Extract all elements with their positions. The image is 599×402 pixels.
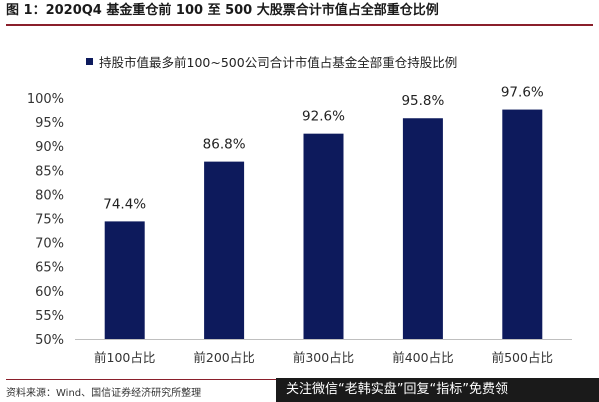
legend-label: 持股市值最多前100~500公司合计市值占基金全部重仓持股比例 [99,54,458,70]
data-label: 97.6% [501,85,544,101]
data-label: 95.8% [401,93,444,109]
bar [204,161,245,339]
y-tick-label: 50% [35,333,64,348]
x-tick-label: 前500占比 [492,350,553,365]
chart-legend: 持股市值最多前100~500公司合计市值占基金全部重仓持股比例 [86,53,458,70]
x-tick-label: 前100占比 [94,350,155,365]
data-label: 86.8% [203,137,246,153]
y-tick-label: 85% [35,164,64,179]
legend-swatch [86,57,93,65]
x-tick-label: 前300占比 [293,350,354,365]
y-tick-label: 75% [35,213,64,228]
bar [104,221,145,339]
data-label: 74.4% [103,196,146,212]
y-tick-label: 60% [35,285,64,300]
y-tick-label: 65% [35,261,64,276]
data-label: 92.6% [302,109,345,125]
y-tick-label: 100% [27,92,64,107]
source-note: 资料来源：Wind、国信证券经济研究所整理 [6,388,202,399]
figure-title: 图 1：2020Q4 基金重仓前 100 至 500 大股票合计市值占全部重仓比… [6,3,439,18]
y-tick-label: 55% [35,309,64,324]
x-tick-label: 前400占比 [392,350,453,365]
y-tick-label: 70% [35,237,64,252]
x-tick-label: 前200占比 [193,350,254,365]
y-tick-label: 95% [35,116,64,131]
promo-banner: 关注微信“老韩实盘”回复“指标”免费领 [276,378,599,402]
bar [502,109,543,340]
title-rule [6,24,593,26]
y-tick-label: 90% [35,140,64,155]
bar [402,118,443,339]
bar [303,133,344,339]
y-tick-label: 80% [35,188,64,203]
